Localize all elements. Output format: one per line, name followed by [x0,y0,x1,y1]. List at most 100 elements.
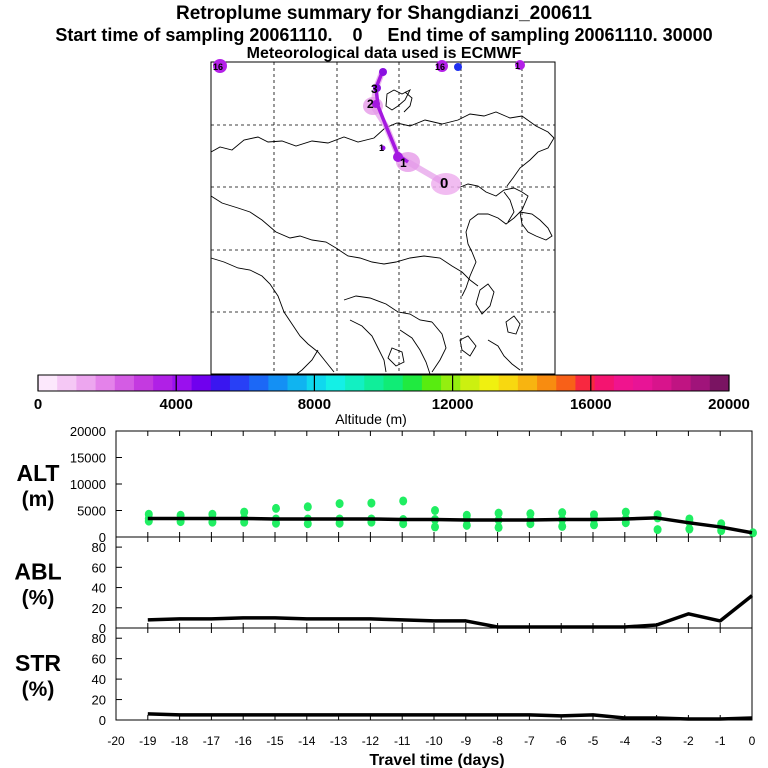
altitude-colorbar: 0 4000 8000 12000 16000 20000 Altitude (m) [34,374,750,427]
coastlines [210,88,555,377]
colorbar-swatch [268,375,288,391]
alt-label: ALT [16,460,59,486]
abl-label: ABL [14,559,61,585]
alt-scatter-point [367,498,376,508]
colorbar-swatch [325,375,346,391]
colorbar-swatch [153,375,173,391]
x-tick-label: 0 [749,734,756,748]
abl-ytick-label: 60 [92,560,106,575]
track-label-1: 1 [400,156,407,170]
colorbar-swatch [383,375,404,391]
abl-ytick-label: 40 [92,581,106,596]
marker-label-top-mid: 16 [435,62,445,72]
colorbar-swatch [191,375,212,391]
sampling-time-subtitle: Start time of sampling 20061110. 0 End t… [55,25,713,45]
colorbar-swatch [594,375,615,391]
colorbar-swatch [38,375,58,391]
colorbar-swatch [690,375,711,391]
alt-scatter-point [462,510,471,520]
x-tick-label: -14 [298,734,316,748]
alt-scatter-point [303,502,312,512]
colorbar-swatch [633,375,653,391]
track-label-2: 2 [367,97,374,111]
alt-scatter-point [526,509,535,519]
abl-ytick-label: 20 [92,601,106,616]
colorbar-tick-label: 20000 [708,396,750,413]
colorbar-swatch [306,375,327,391]
alt-scatter-point [303,519,312,529]
marker-label-left: 1 [379,143,384,153]
x-tick-label: -20 [107,734,125,748]
colorbar-swatch [114,375,135,391]
abl-unit-label: (%) [22,587,55,610]
alt-scatter-point [335,518,344,528]
alt-scatter-point [431,522,439,532]
str-frame [115,627,753,721]
colorbar-swatch [498,375,519,391]
colorbar-swatch [402,375,423,391]
colorbar-swatch [613,375,634,391]
colorbar-swatch [345,375,365,391]
x-tick-label: -8 [492,734,503,748]
colorbar-swatch [229,375,250,391]
alt-scatter-point [494,508,503,518]
abl-series-line [147,594,754,629]
alt-scatter-point [144,509,153,519]
x-tick-label: -11 [394,734,411,748]
colorbar-swatch [537,375,557,391]
x-tick-label: -9 [460,734,471,748]
x-tick-label: -5 [588,734,599,748]
alt-scatter-point [462,520,471,530]
str-ytick-label: 80 [92,631,106,646]
alt-scatter-point [272,503,280,513]
x-tick-label: -7 [524,734,535,748]
colorbar-swatch [479,375,500,391]
x-tick-label: -16 [235,734,253,748]
x-axis-title: Travel time (days) [369,752,504,768]
x-tick-label: -3 [651,734,662,748]
colorbar-swatch [460,375,480,391]
x-tick-label: -15 [266,734,284,748]
alt-unit-label: (m) [22,488,55,511]
track-label-3: 3 [371,82,378,96]
time-series-panels: 05000100001500020000ALT(m)020406080ABL(%… [14,424,757,768]
alt-ytick-label: 5000 [77,504,106,519]
alt-scatter-point [558,521,567,531]
alt-ytick-label: 15000 [70,451,106,466]
str-label: STR [15,650,61,676]
alt-scatter-point [558,508,567,518]
colorbar-tick-label: 0 [34,396,42,413]
alt-series-line [147,516,753,535]
colorbar-tick-label: 16000 [570,396,612,413]
str-ytick-label: 60 [92,652,106,667]
colorbar-title: Altitude (m) [335,411,407,427]
alt-scatter-point [399,496,408,506]
str-ytick-label: 40 [92,672,106,687]
x-tick-label: -12 [362,734,380,748]
colorbar-tick-label: 8000 [298,396,331,413]
colorbar-swatch [441,375,461,391]
colorbar-swatch [287,375,308,391]
marker-label-top-left: 16 [213,62,223,72]
alt-ytick-label: 0 [99,530,106,545]
alt-scatter-point [590,510,598,520]
colorbar-tick-label: 12000 [432,396,474,413]
meteo-data-subtitle: Meteorological data used is ECMWF [246,45,522,62]
alt-scatter-point [621,507,630,517]
alt-scatter-point [494,522,503,532]
colorbar-swatch [172,375,192,391]
alt-scatter-point [590,520,598,530]
str-ytick-label: 0 [99,713,106,728]
x-tick-label: -2 [683,734,694,748]
alt-scatter-point [685,524,694,534]
map-panel: 0 1 2 3 1 16 16 1 [210,59,556,377]
alt-scatter-point [431,506,439,515]
map-graticule [211,62,555,374]
x-tick-label: -6 [556,734,567,748]
colorbar-swatch [95,375,116,391]
colorbar-swatch [671,375,692,391]
colorbar-swatch [517,375,538,391]
x-tick-label: -18 [171,734,189,748]
track-label-0: 0 [440,175,448,192]
